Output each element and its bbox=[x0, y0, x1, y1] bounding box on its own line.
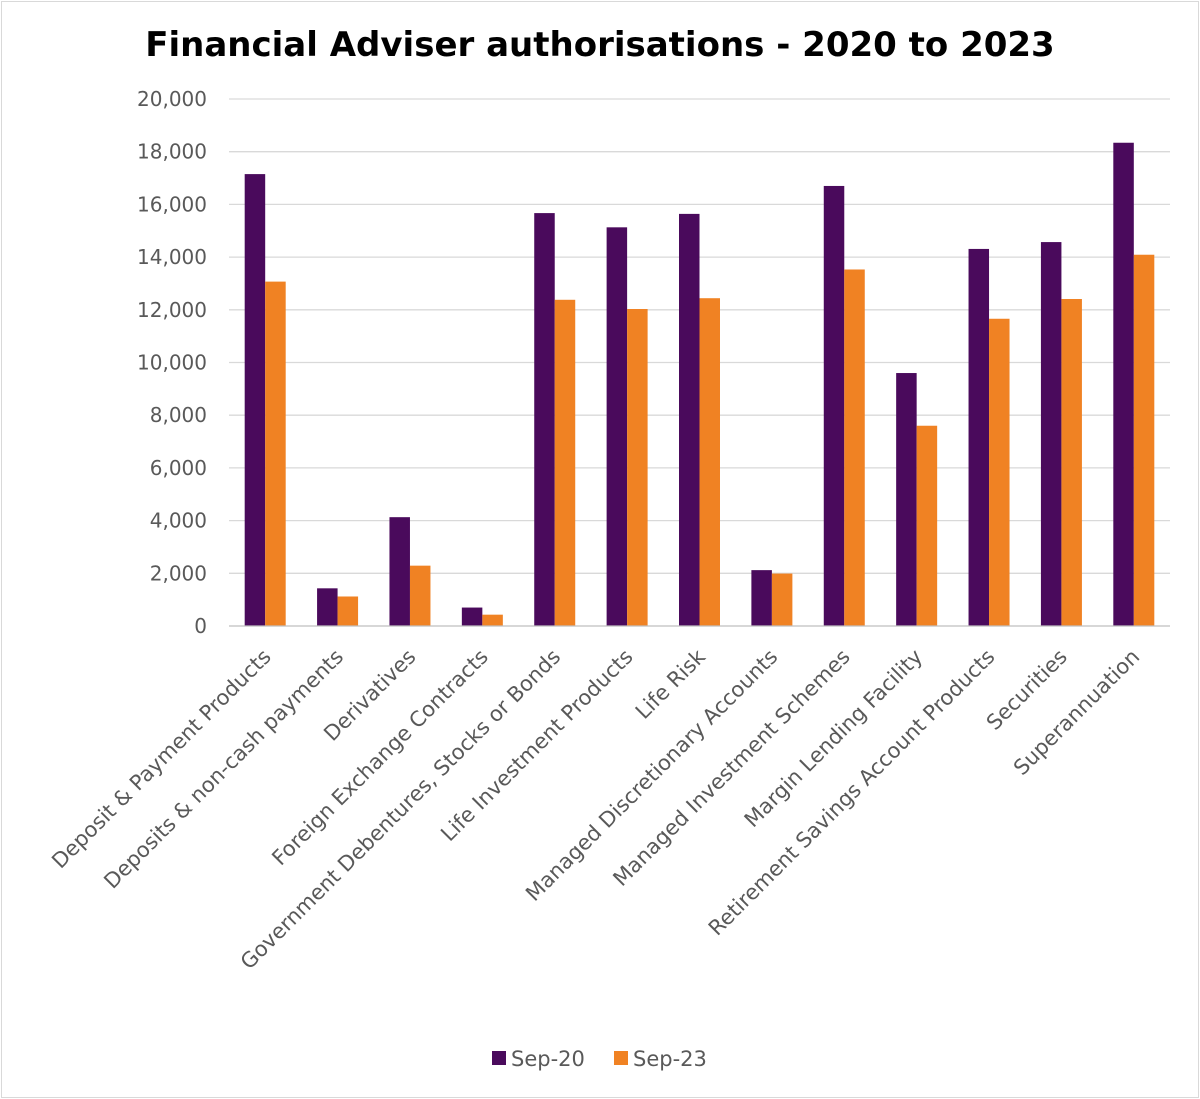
y-tick-label: 14,000 bbox=[137, 245, 207, 269]
legend-label: Sep-20 bbox=[511, 1047, 585, 1071]
bars bbox=[244, 142, 1155, 627]
bar-sep-23-11 bbox=[1061, 298, 1082, 626]
legend-label: Sep-23 bbox=[633, 1047, 707, 1071]
bar-sep-20-11 bbox=[1040, 242, 1062, 626]
y-tick-label: 20,000 bbox=[137, 87, 207, 111]
bar-sep-20-1 bbox=[317, 588, 338, 626]
y-tick-label: 16,000 bbox=[137, 192, 207, 216]
bar-sep-20-12 bbox=[1113, 142, 1134, 626]
bar-sep-20-9 bbox=[896, 373, 917, 626]
y-tick-label: 8,000 bbox=[150, 403, 207, 427]
bar-sep-20-3 bbox=[461, 607, 483, 626]
bar-sep-20-6 bbox=[679, 213, 700, 627]
category-label: Managed Discretionary Accounts bbox=[521, 645, 782, 906]
bar-sep-20-10 bbox=[968, 248, 990, 626]
bar-sep-20-7 bbox=[751, 570, 772, 626]
bar-sep-23-7 bbox=[771, 573, 793, 626]
bar-sep-23-12 bbox=[1133, 254, 1155, 626]
y-axis-ticks: 0 2,000 4,000 6,000 8,000 10,000 12,000 14,000 1… bbox=[137, 87, 207, 638]
bar-sep-23-3 bbox=[482, 614, 503, 626]
bar-sep-23-9 bbox=[916, 425, 938, 626]
gridlines bbox=[229, 98, 1170, 574]
bar-sep-20-5 bbox=[606, 227, 628, 626]
legend-swatch-sep-20 bbox=[492, 1051, 506, 1065]
bar-sep-23-0 bbox=[265, 281, 286, 626]
bar-sep-23-6 bbox=[699, 298, 720, 626]
y-tick-label: 0 bbox=[194, 614, 207, 638]
y-tick-label: 10,000 bbox=[137, 351, 207, 375]
bar-sep-20-4 bbox=[534, 213, 555, 626]
bar-sep-23-1 bbox=[337, 596, 359, 626]
bar-sep-23-10 bbox=[989, 318, 1010, 626]
bar-sep-20-0 bbox=[244, 174, 266, 626]
y-tick-label: 6,000 bbox=[150, 456, 207, 480]
legend-swatch-sep-23 bbox=[614, 1051, 628, 1065]
bar-sep-23-8 bbox=[844, 269, 865, 626]
bar-sep-20-2 bbox=[389, 517, 410, 626]
bar-sep-23-2 bbox=[409, 565, 431, 626]
bar-sep-20-8 bbox=[823, 185, 845, 626]
chart-title: Financial Adviser authorisations - 2020 … bbox=[145, 25, 1054, 65]
y-tick-label: 4,000 bbox=[150, 509, 207, 533]
legend: Sep-20 Sep-23 bbox=[492, 1047, 707, 1071]
y-tick-label: 2,000 bbox=[150, 561, 207, 585]
category-label: Superannuation bbox=[1009, 645, 1144, 780]
bar-sep-23-5 bbox=[627, 309, 648, 626]
y-tick-label: 12,000 bbox=[137, 298, 207, 322]
y-tick-label: 18,000 bbox=[137, 140, 207, 164]
bar-sep-23-4 bbox=[554, 299, 576, 626]
